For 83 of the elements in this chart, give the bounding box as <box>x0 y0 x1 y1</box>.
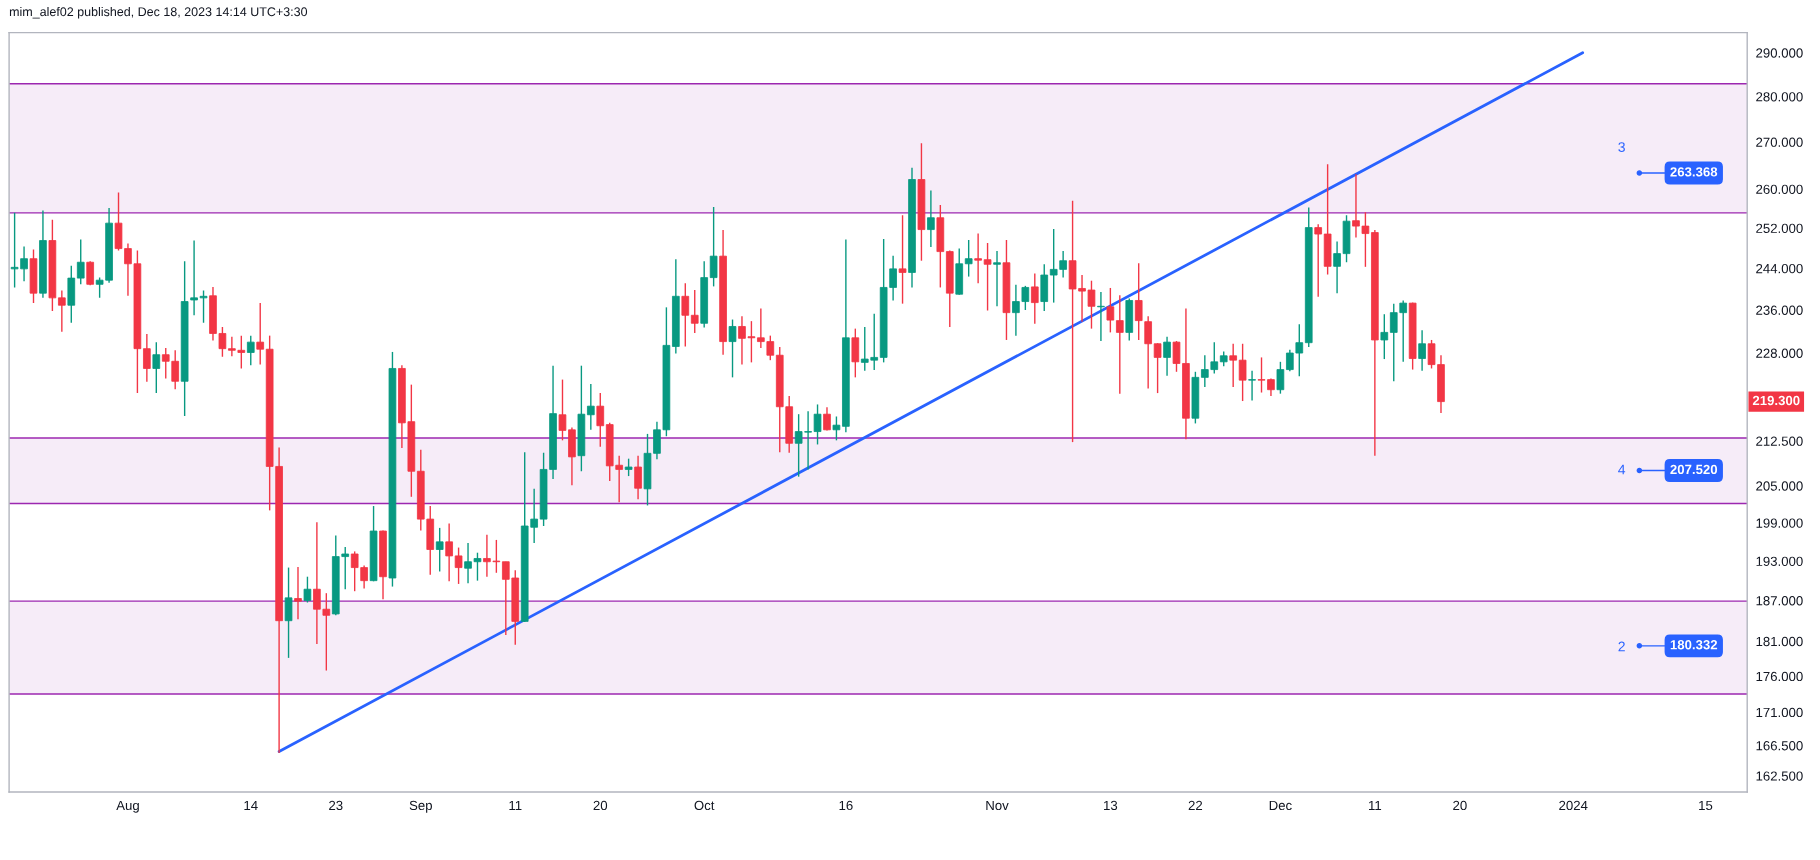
candlestick <box>974 232 982 284</box>
candlestick <box>1134 262 1143 341</box>
candlestick <box>898 214 907 305</box>
y-tick-label: 280.000 <box>1756 92 1803 102</box>
x-tick-label: 13 <box>1104 800 1118 811</box>
candlestick <box>152 341 161 394</box>
candlestick <box>983 242 992 312</box>
y-tick-label: 162.500 <box>1756 771 1803 781</box>
candlestick <box>435 527 444 573</box>
y-tick-label: 212.500 <box>1756 436 1803 446</box>
x-tick-label: Nov <box>986 800 1009 811</box>
candlestick <box>445 522 453 582</box>
candlestick <box>1238 343 1247 402</box>
y-tick-label: 270.000 <box>1756 137 1803 147</box>
y-tick-label: 228.000 <box>1756 348 1803 358</box>
candlestick <box>86 260 94 287</box>
x-tick-label: 14 <box>244 800 258 810</box>
candlestick <box>454 546 463 585</box>
candlestick <box>681 282 690 348</box>
x-tick-label: 15 <box>1699 800 1713 811</box>
y-tick-label: 260.000 <box>1756 184 1803 194</box>
y-tick-label: 252.000 <box>1756 223 1803 233</box>
candlestick <box>993 250 1001 307</box>
candlestick <box>709 206 718 288</box>
candlestick <box>1248 369 1256 402</box>
band-label: 3 <box>1618 142 1625 152</box>
y-tick-label: 176.000 <box>1756 671 1803 682</box>
candlestick <box>1153 342 1162 394</box>
candlestick <box>256 302 265 366</box>
y-tick-label: 181.000 <box>1756 636 1803 647</box>
y-tick-label: 236.000 <box>1756 305 1803 315</box>
candlestick <box>1030 272 1039 325</box>
x-tick-label: 23 <box>329 800 343 811</box>
y-tick-label: 205.000 <box>1756 481 1803 491</box>
candlestick <box>76 238 85 286</box>
candlestick <box>1163 336 1171 377</box>
band-label: 2 <box>1618 641 1625 652</box>
y-tick-label: 199.000 <box>1756 518 1803 528</box>
x-tick-label: Oct <box>694 800 715 811</box>
annotation: 263.368 <box>1670 167 1718 177</box>
candlestick <box>927 189 935 248</box>
candlestick <box>1418 329 1426 372</box>
y-tick-label: 166.500 <box>1756 741 1803 751</box>
candlestick <box>1144 315 1152 390</box>
x-tick-label: 11 <box>509 800 522 810</box>
candlestick <box>1276 361 1285 395</box>
x-tick-label: 20 <box>1453 800 1467 811</box>
chart-title: mim_alef02 published, Dec 18, 2023 14:14 UTC+3:30 <box>9 6 308 19</box>
y-tick-label: 244.000 <box>1756 263 1803 274</box>
y-tick-label: 290.000 <box>1756 48 1803 58</box>
candlestick <box>587 383 595 431</box>
candlestick <box>58 289 66 333</box>
annotation: 207.520 <box>1670 464 1718 475</box>
x-tick-label: 2024 <box>1559 800 1588 811</box>
candlestick <box>246 334 255 366</box>
candlestick <box>964 239 973 278</box>
candlestick <box>1115 294 1124 395</box>
candlestick <box>690 289 699 334</box>
y-tick-label: 193.000 <box>1756 556 1803 566</box>
candlestick <box>728 318 737 379</box>
text: 219.300 <box>1752 395 1800 406</box>
band-label: 4 <box>1618 464 1626 475</box>
x-tick-label: 11 <box>1369 800 1382 810</box>
candlestick <box>832 415 841 442</box>
x-tick-label: 16 <box>839 800 853 811</box>
candlestick <box>1229 343 1237 388</box>
candlestick <box>1106 287 1115 334</box>
candlestick <box>1380 313 1389 360</box>
candlestick <box>303 576 312 604</box>
candlestick <box>294 566 302 621</box>
x-tick-label: Aug <box>116 800 139 813</box>
y-tick-label: 171.000 <box>1756 707 1803 718</box>
candlestick <box>1314 223 1323 298</box>
candlestick <box>143 333 151 383</box>
x-tick-label: 22 <box>1188 800 1203 810</box>
x-tick-label: 20 <box>593 800 608 811</box>
annotation: 180.332 <box>1670 640 1718 650</box>
candlestick <box>634 455 642 500</box>
x-tick-label: Sep <box>409 800 432 813</box>
candlestick <box>596 392 605 448</box>
y-tick-label: 187.000 <box>1756 596 1803 606</box>
candlestick <box>284 566 293 659</box>
x-tick-label: Dec <box>1269 800 1292 811</box>
